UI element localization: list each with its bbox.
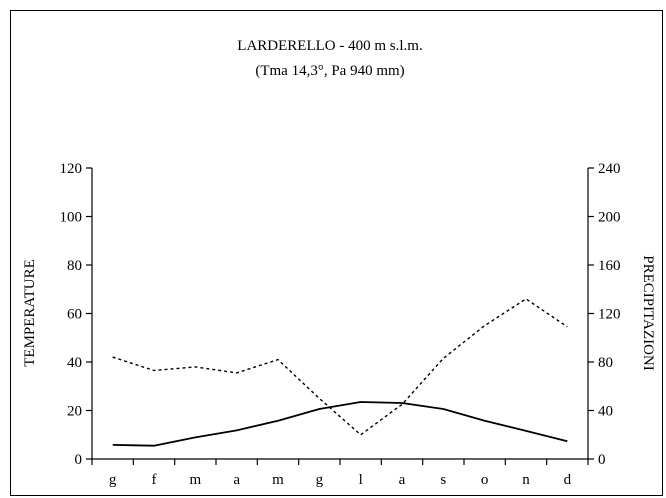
left-tick-label: 80 <box>67 258 82 274</box>
x-tick-label: f <box>152 472 157 488</box>
x-tick-label: g <box>316 472 324 488</box>
left-axis-label: TEMPERATURE <box>22 259 38 367</box>
right-tick-label: 160 <box>598 258 621 274</box>
chart-subtitle: (Tma 14,3°, Pa 940 mm) <box>255 63 404 79</box>
right-axis-label: PRECIPITAZIONI <box>640 255 656 370</box>
axes: 0 20 40 60 80 100 120 0 40 80 120 160 200 240 g f m a m g l a… <box>60 161 621 488</box>
right-tick-label: 200 <box>598 210 621 226</box>
left-tick-label: 0 <box>75 452 83 468</box>
x-tick-label: o <box>481 472 489 488</box>
left-tick-label: 100 <box>60 210 83 226</box>
x-tick-label: a <box>399 472 406 488</box>
x-tick-label: d <box>564 472 572 488</box>
x-tick-label: m <box>189 472 201 488</box>
right-tick-label: 240 <box>598 161 621 177</box>
right-tick-label: 40 <box>598 404 613 420</box>
x-tick-label: s <box>440 472 446 488</box>
left-tick-label: 40 <box>67 355 82 371</box>
left-tick-label: 60 <box>67 307 82 323</box>
right-tick-label: 80 <box>598 355 613 371</box>
right-tick-label: 120 <box>598 307 621 323</box>
x-tick-label: m <box>272 472 284 488</box>
left-tick-label: 20 <box>67 404 82 420</box>
series-layer <box>112 298 568 447</box>
temperature-line <box>112 401 568 447</box>
precipitation-line <box>112 298 568 436</box>
x-tick-label: n <box>522 472 530 488</box>
chart-title: LARDERELLO - 400 m s.l.m. <box>237 38 422 54</box>
x-tick-label: a <box>233 472 240 488</box>
x-tick-label: g <box>109 472 117 488</box>
x-tick-label: l <box>359 472 363 488</box>
left-tick-label: 120 <box>60 161 83 177</box>
right-tick-label: 0 <box>598 452 606 468</box>
chart-frame <box>10 10 663 496</box>
